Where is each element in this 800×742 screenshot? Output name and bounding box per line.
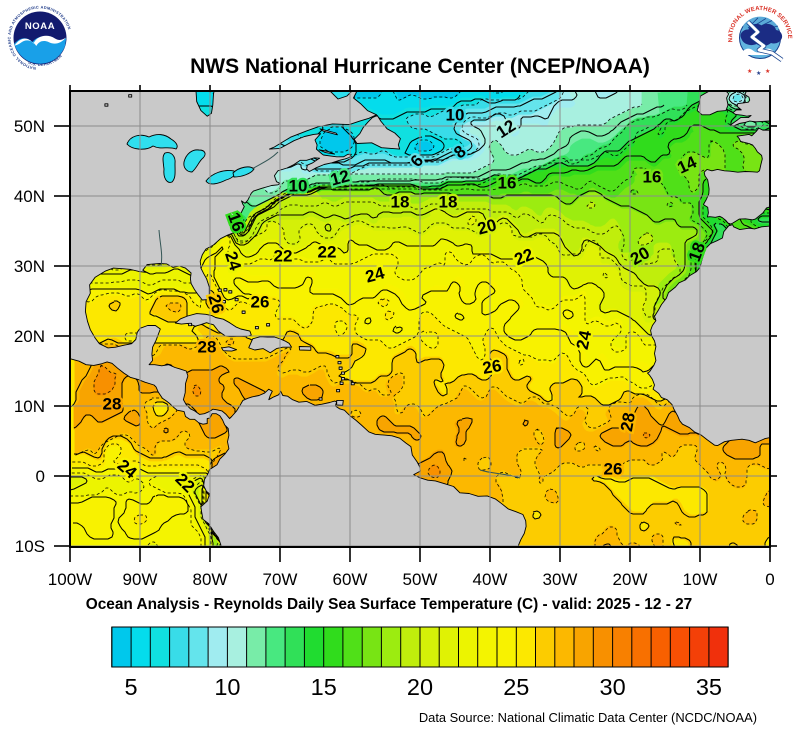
svg-text:30N: 30N bbox=[14, 257, 45, 276]
svg-text:40N: 40N bbox=[14, 187, 45, 206]
svg-text:18: 18 bbox=[391, 192, 410, 211]
svg-text:60W: 60W bbox=[333, 570, 368, 589]
svg-text:22: 22 bbox=[318, 242, 337, 261]
svg-text:★: ★ bbox=[756, 70, 761, 77]
svg-text:★: ★ bbox=[747, 68, 752, 75]
svg-text:26: 26 bbox=[251, 292, 270, 311]
svg-text:26: 26 bbox=[604, 459, 623, 478]
svg-text:50W: 50W bbox=[403, 570, 438, 589]
svg-text:70W: 70W bbox=[263, 570, 298, 589]
svg-text:28: 28 bbox=[103, 394, 122, 413]
svg-text:30: 30 bbox=[600, 674, 626, 700]
svg-text:25: 25 bbox=[503, 674, 529, 700]
svg-text:16: 16 bbox=[498, 173, 517, 192]
svg-text:22: 22 bbox=[274, 246, 293, 265]
svg-text:28: 28 bbox=[198, 337, 217, 356]
svg-text:30W: 30W bbox=[543, 570, 578, 589]
svg-text:15: 15 bbox=[311, 674, 337, 700]
svg-text:35: 35 bbox=[696, 674, 722, 700]
svg-text:Ocean Analysis - Reynolds Dail: Ocean Analysis - Reynolds Daily Sea Surf… bbox=[86, 596, 692, 613]
svg-text:NOAA: NOAA bbox=[25, 21, 55, 32]
svg-text:40W: 40W bbox=[473, 570, 508, 589]
svg-text:5: 5 bbox=[125, 674, 138, 700]
svg-text:10: 10 bbox=[214, 674, 240, 700]
svg-text:10S: 10S bbox=[15, 537, 45, 556]
svg-text:26: 26 bbox=[481, 356, 503, 378]
svg-text:50N: 50N bbox=[14, 117, 45, 136]
svg-text:0: 0 bbox=[36, 467, 45, 486]
svg-text:10W: 10W bbox=[683, 570, 718, 589]
svg-text:★: ★ bbox=[765, 68, 770, 75]
svg-text:0: 0 bbox=[765, 570, 774, 589]
svg-text:10: 10 bbox=[446, 105, 465, 124]
svg-text:NWS National Hurricane Center: NWS National Hurricane Center (NCEP/NOAA… bbox=[190, 55, 650, 78]
svg-text:18: 18 bbox=[439, 192, 458, 211]
svg-text:90W: 90W bbox=[123, 570, 158, 589]
svg-text:10N: 10N bbox=[14, 397, 45, 416]
svg-text:100W: 100W bbox=[48, 570, 92, 589]
svg-text:28: 28 bbox=[617, 411, 639, 433]
svg-text:16: 16 bbox=[643, 167, 662, 186]
svg-text:80W: 80W bbox=[193, 570, 228, 589]
svg-text:20W: 20W bbox=[613, 570, 648, 589]
svg-text:20: 20 bbox=[407, 674, 433, 700]
svg-text:10: 10 bbox=[289, 176, 308, 195]
svg-text:20N: 20N bbox=[14, 327, 45, 346]
svg-text:Data Source: National Climatic: Data Source: National Climatic Data Cent… bbox=[419, 710, 757, 725]
